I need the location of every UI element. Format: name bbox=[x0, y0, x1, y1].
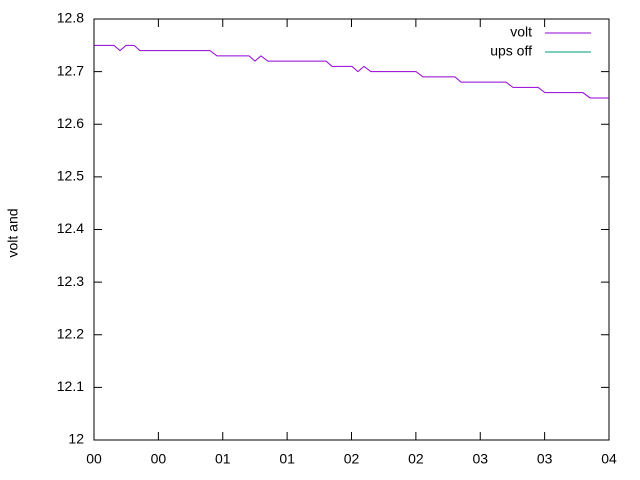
y-tick-label: 12.1 bbox=[57, 378, 84, 394]
y-tick-label: 12.8 bbox=[57, 10, 84, 26]
x-tick-label: 01 bbox=[279, 451, 295, 467]
y-axis-label: volt and bbox=[5, 208, 21, 257]
y-tick-label: 12.3 bbox=[57, 273, 84, 289]
y-tick-label: 12.4 bbox=[57, 220, 84, 236]
y-tick-label: 12 bbox=[68, 431, 84, 447]
plot-frame bbox=[93, 18, 610, 441]
legend-label: volt bbox=[510, 24, 532, 40]
x-tick-label: 02 bbox=[344, 451, 360, 467]
data-line bbox=[94, 44, 609, 99]
x-tick-label: 00 bbox=[86, 451, 102, 467]
x-tick-label: 03 bbox=[537, 451, 553, 467]
legend-label: ups off bbox=[490, 43, 532, 59]
y-tick-label: 12.2 bbox=[57, 325, 84, 341]
y-tick-label: 12.7 bbox=[57, 62, 84, 78]
x-tick-label: 04 bbox=[601, 451, 617, 467]
x-tick-label: 02 bbox=[408, 451, 424, 467]
y-tick-label: 12.5 bbox=[57, 168, 84, 184]
x-tick-label: 03 bbox=[472, 451, 488, 467]
x-tick-label: 00 bbox=[151, 451, 167, 467]
x-tick-label: 01 bbox=[215, 451, 231, 467]
y-tick-label: 12.6 bbox=[57, 115, 84, 131]
